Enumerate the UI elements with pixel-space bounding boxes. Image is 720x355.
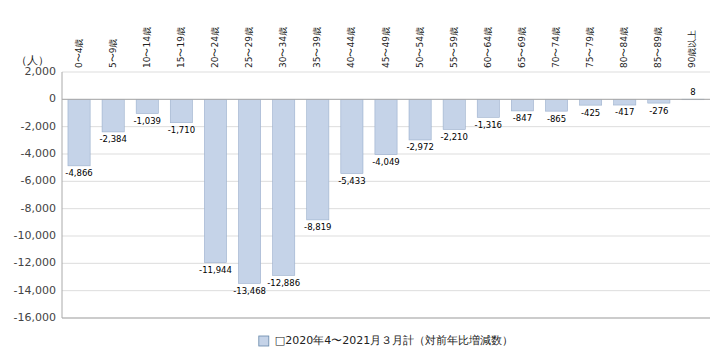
category-label: 45〜49歳 <box>381 27 391 68</box>
bar <box>238 99 260 283</box>
category-label: 90歳以上 <box>687 30 697 68</box>
y-tick-label: -8,000 <box>21 202 56 215</box>
category-label: 80〜84歳 <box>619 27 629 68</box>
bar <box>102 99 124 132</box>
bar <box>307 99 329 220</box>
data-label: -417 <box>615 107 634 117</box>
bar <box>477 99 499 117</box>
grid-line <box>62 208 710 209</box>
grid-line <box>62 181 710 182</box>
data-label: -1,710 <box>168 125 195 135</box>
bar <box>409 99 431 140</box>
data-label: 8 <box>690 87 695 97</box>
bar <box>614 99 636 105</box>
data-label: -12,886 <box>267 278 300 288</box>
data-label: -4,049 <box>372 157 399 167</box>
bar <box>273 99 295 275</box>
y-axis-line <box>62 72 63 318</box>
category-label: 85〜89歳 <box>653 27 663 68</box>
bar <box>204 99 226 262</box>
y-tick-label: -16,000 <box>14 311 56 324</box>
data-label: -2,972 <box>406 142 433 152</box>
category-label: 30〜34歳 <box>278 27 288 68</box>
y-tick-label: -6,000 <box>21 174 56 187</box>
category-label: 65〜69歳 <box>517 27 527 68</box>
data-label: -865 <box>547 114 566 124</box>
data-label: -1,316 <box>475 120 502 130</box>
y-axis-label: （人） <box>16 54 49 67</box>
grid-line <box>62 236 710 237</box>
x-axis-line <box>62 318 710 319</box>
bar <box>136 99 158 113</box>
grid <box>62 72 710 318</box>
data-label: -4,866 <box>65 168 92 178</box>
category-label: 25〜29歳 <box>244 27 254 68</box>
grid-line <box>62 72 710 73</box>
category-label: 0〜4歳 <box>74 39 84 68</box>
grid-line <box>62 263 710 264</box>
category-label: 40〜44歳 <box>346 27 356 68</box>
data-label: -847 <box>513 113 532 123</box>
grid-line <box>62 318 710 319</box>
data-label: -13,468 <box>233 286 266 296</box>
grid-line <box>62 99 710 100</box>
legend-label: □2020年4〜2021月３月計（対前年比増減数） <box>275 334 513 347</box>
bar <box>545 99 567 111</box>
category-label: 60〜64歳 <box>483 27 493 68</box>
category-label: 15〜19歳 <box>176 27 186 68</box>
y-tick-label: -4,000 <box>21 147 56 160</box>
data-label: -1,039 <box>134 116 161 126</box>
zero-line <box>62 99 710 100</box>
y-tick-label: -2,000 <box>21 120 56 133</box>
bar <box>375 99 397 154</box>
data-label: -5,433 <box>338 176 365 186</box>
category-label: 55〜59歳 <box>449 27 459 68</box>
bar <box>170 99 192 122</box>
legend: □2020年4〜2021月３月計（対前年比増減数） <box>259 334 513 347</box>
category-label: 10〜14歳 <box>142 27 152 68</box>
bar <box>443 99 465 129</box>
bar <box>511 99 533 111</box>
category-label: 75〜79歳 <box>585 27 595 68</box>
y-tick-label: -10,000 <box>14 229 56 242</box>
y-tick-label: -12,000 <box>14 256 56 269</box>
category-label: 20〜24歳 <box>210 27 220 68</box>
data-label: -425 <box>581 108 600 118</box>
data-label: -276 <box>649 106 668 116</box>
bar <box>68 99 90 166</box>
data-label: -2,210 <box>441 132 468 142</box>
category-label: 5〜9歳 <box>108 39 118 68</box>
grid-line <box>62 290 710 291</box>
bar <box>648 99 670 103</box>
category-label: 50〜54歳 <box>415 27 425 68</box>
bar <box>341 99 363 173</box>
bars <box>68 99 704 283</box>
y-tick-label: 0 <box>49 92 56 105</box>
data-label: -11,944 <box>199 265 232 275</box>
category-label: 70〜74歳 <box>551 27 561 68</box>
y-tick-label: -14,000 <box>14 284 56 297</box>
bar <box>580 99 602 105</box>
category-label: 35〜39歳 <box>312 27 322 68</box>
data-label: -2,384 <box>99 134 126 144</box>
data-label: -8,819 <box>304 222 331 232</box>
chart: 2,0000-2,000-4,000-6,000-8,000-10,000-12… <box>0 0 720 355</box>
legend-swatch <box>259 336 269 346</box>
